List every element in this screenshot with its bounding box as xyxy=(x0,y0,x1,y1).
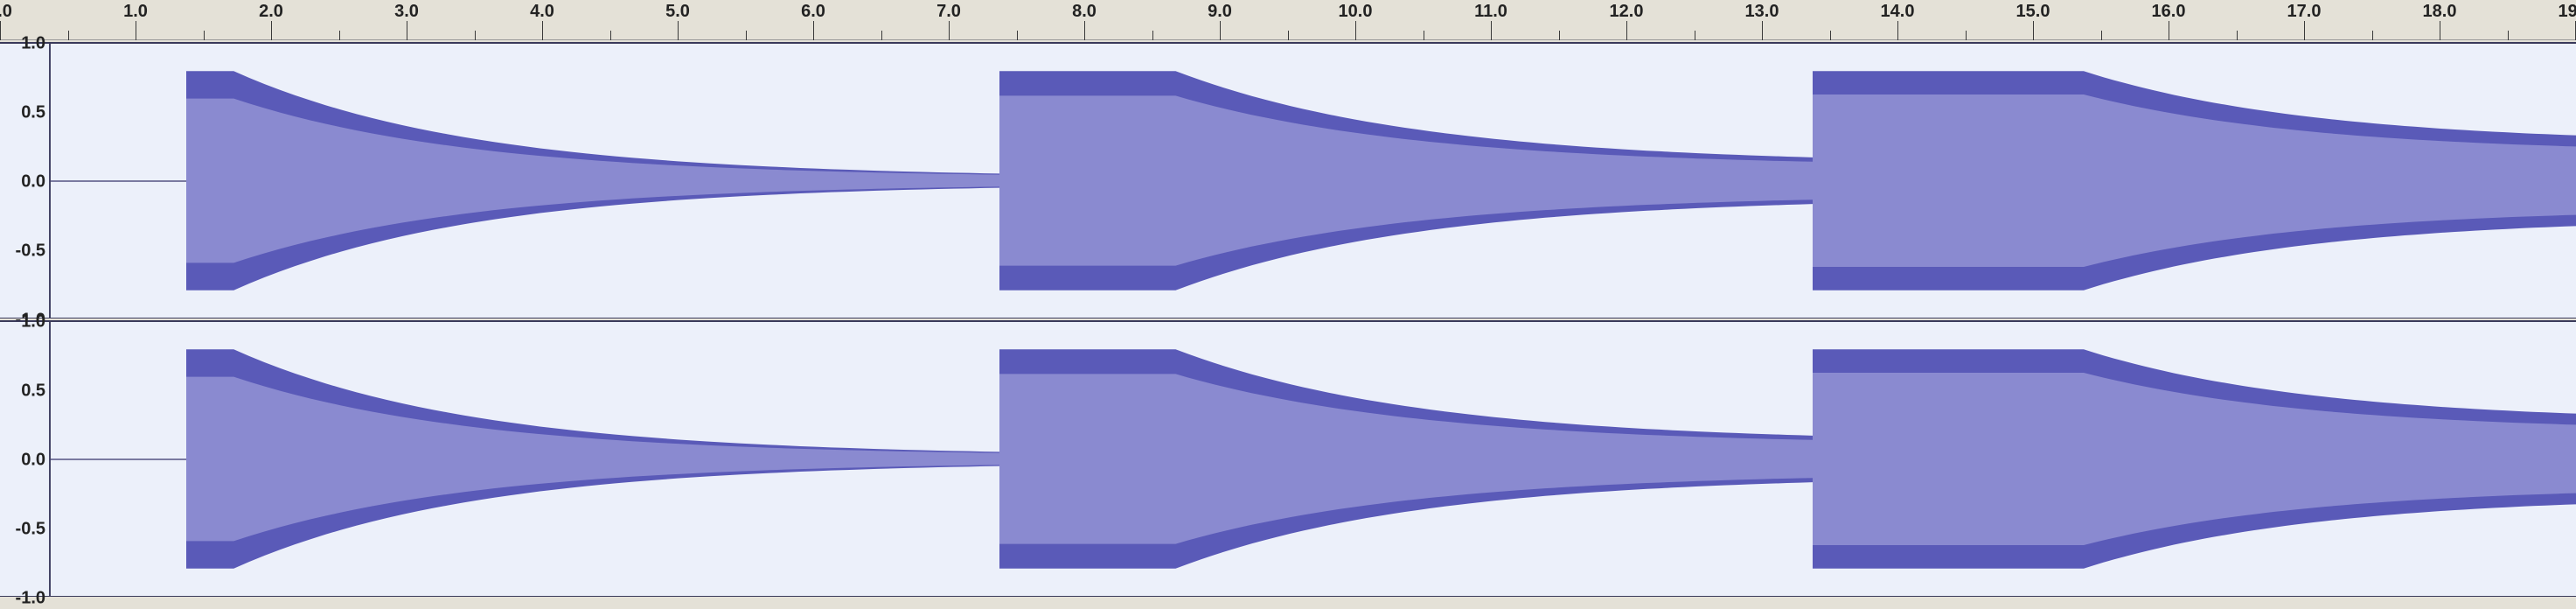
ruler-label: 2.0 xyxy=(259,2,283,22)
ruler-tick-major xyxy=(949,21,950,40)
waveform-svg-left xyxy=(51,44,2576,318)
tracks-container: 1.00.50.0-0.5-1.0 1.00.50.0-0.5-1.0 xyxy=(0,42,2576,598)
track-channel-right[interactable]: 1.00.50.0-0.5-1.0 xyxy=(0,320,2576,597)
amplitude-ruler-right: 1.00.50.0-0.5-1.0 xyxy=(0,322,51,596)
amplitude-label: -1.0 xyxy=(16,589,45,609)
amplitude-label: 1.0 xyxy=(21,312,45,332)
ruler-tick-major xyxy=(1491,21,1492,40)
ruler-tick-minor xyxy=(339,31,340,40)
ruler-label: 10.0 xyxy=(1339,2,1373,22)
ruler-tick-minor xyxy=(1152,31,1153,40)
ruler-label: 12.0 xyxy=(1610,2,1644,22)
ruler-tick-major xyxy=(271,21,272,40)
ruler-tick-minor xyxy=(1288,31,1289,40)
ruler-label: 18.0 xyxy=(2423,2,2457,22)
ruler-tick-minor xyxy=(2237,31,2238,40)
ruler-tick-minor xyxy=(1966,31,1967,40)
amplitude-ruler-left: 1.00.50.0-0.5-1.0 xyxy=(0,44,51,318)
waveform-area-right[interactable] xyxy=(51,322,2576,596)
ruler-tick-minor xyxy=(68,31,69,40)
timeline-ruler[interactable]: 0.0 1.0 2.0 3.0 4.0 5.0 6.0 7.0 8.0 9.0 10.0 11.0 12… xyxy=(0,0,2576,40)
amplitude-label: 0.0 xyxy=(21,172,45,192)
amplitude-label: 0.5 xyxy=(21,382,45,402)
waveform-envelope-inner xyxy=(186,377,999,542)
ruler-tick-minor xyxy=(881,31,882,40)
ruler-label: 11.0 xyxy=(1474,2,1507,22)
ruler-tick-major xyxy=(2304,21,2305,40)
waveform-area-left[interactable] xyxy=(51,44,2576,318)
ruler-label: 14.0 xyxy=(1881,2,1915,22)
ruler-label: 7.0 xyxy=(936,2,961,22)
waveform-envelope-inner xyxy=(186,99,999,263)
ruler-tick-major xyxy=(1220,21,1221,40)
ruler-tick-major xyxy=(1897,21,1898,40)
ruler-tick-minor xyxy=(610,31,611,40)
ruler-label: 13.0 xyxy=(1745,2,1779,22)
ruler-tick-major xyxy=(2033,21,2034,40)
ruler-label: 3.0 xyxy=(394,2,419,22)
ruler-label: 5.0 xyxy=(665,2,690,22)
ruler-tick-major xyxy=(1626,21,1627,40)
waveform-envelope-inner xyxy=(999,95,1813,265)
ruler-tick-major xyxy=(1084,21,1085,40)
ruler-label: 19.0 xyxy=(2559,2,2576,22)
ruler-label: 17.0 xyxy=(2287,2,2322,22)
ruler-tick-major xyxy=(542,21,543,40)
amplitude-label: 0.5 xyxy=(21,103,45,123)
ruler-label: 8.0 xyxy=(1072,2,1097,22)
amplitude-label: -0.5 xyxy=(16,520,45,540)
ruler-label: 9.0 xyxy=(1208,2,1232,22)
ruler-tick-major xyxy=(678,21,679,40)
ruler-tick-major xyxy=(0,21,1,40)
ruler-label: 0.0 xyxy=(0,2,12,22)
ruler-label: 15.0 xyxy=(2016,2,2050,22)
ruler-tick-minor xyxy=(1830,31,1831,40)
ruler-tick-minor xyxy=(2101,31,2102,40)
waveform-svg-right xyxy=(51,322,2576,596)
amplitude-label: 1.0 xyxy=(21,34,45,54)
ruler-tick-major xyxy=(813,21,814,40)
ruler-tick-major xyxy=(1762,21,1763,40)
amplitude-label: -0.5 xyxy=(16,242,45,262)
ruler-label: 6.0 xyxy=(801,2,825,22)
amplitude-label: 0.0 xyxy=(21,451,45,471)
ruler-tick-major xyxy=(1355,21,1356,40)
ruler-tick-minor xyxy=(1017,31,1018,40)
ruler-tick-minor xyxy=(204,31,205,40)
ruler-label: 16.0 xyxy=(2152,2,2186,22)
waveform-envelope-inner xyxy=(1813,94,2576,267)
ruler-tick-minor xyxy=(746,31,747,40)
ruler-tick-minor xyxy=(2508,31,2509,40)
ruler-tick-minor xyxy=(475,31,476,40)
ruler-label: 1.0 xyxy=(123,2,148,22)
waveform-envelope-inner xyxy=(999,374,1813,543)
audio-editor-viewport: 0.0 1.0 2.0 3.0 4.0 5.0 6.0 7.0 8.0 9.0 10.0 11.0 12… xyxy=(0,0,2576,598)
ruler-tick-minor xyxy=(2372,31,2373,40)
waveform-envelope-inner xyxy=(1813,373,2576,545)
ruler-label: 4.0 xyxy=(530,2,554,22)
ruler-tick-minor xyxy=(1559,31,1560,40)
track-channel-left[interactable]: 1.00.50.0-0.5-1.0 xyxy=(0,42,2576,318)
